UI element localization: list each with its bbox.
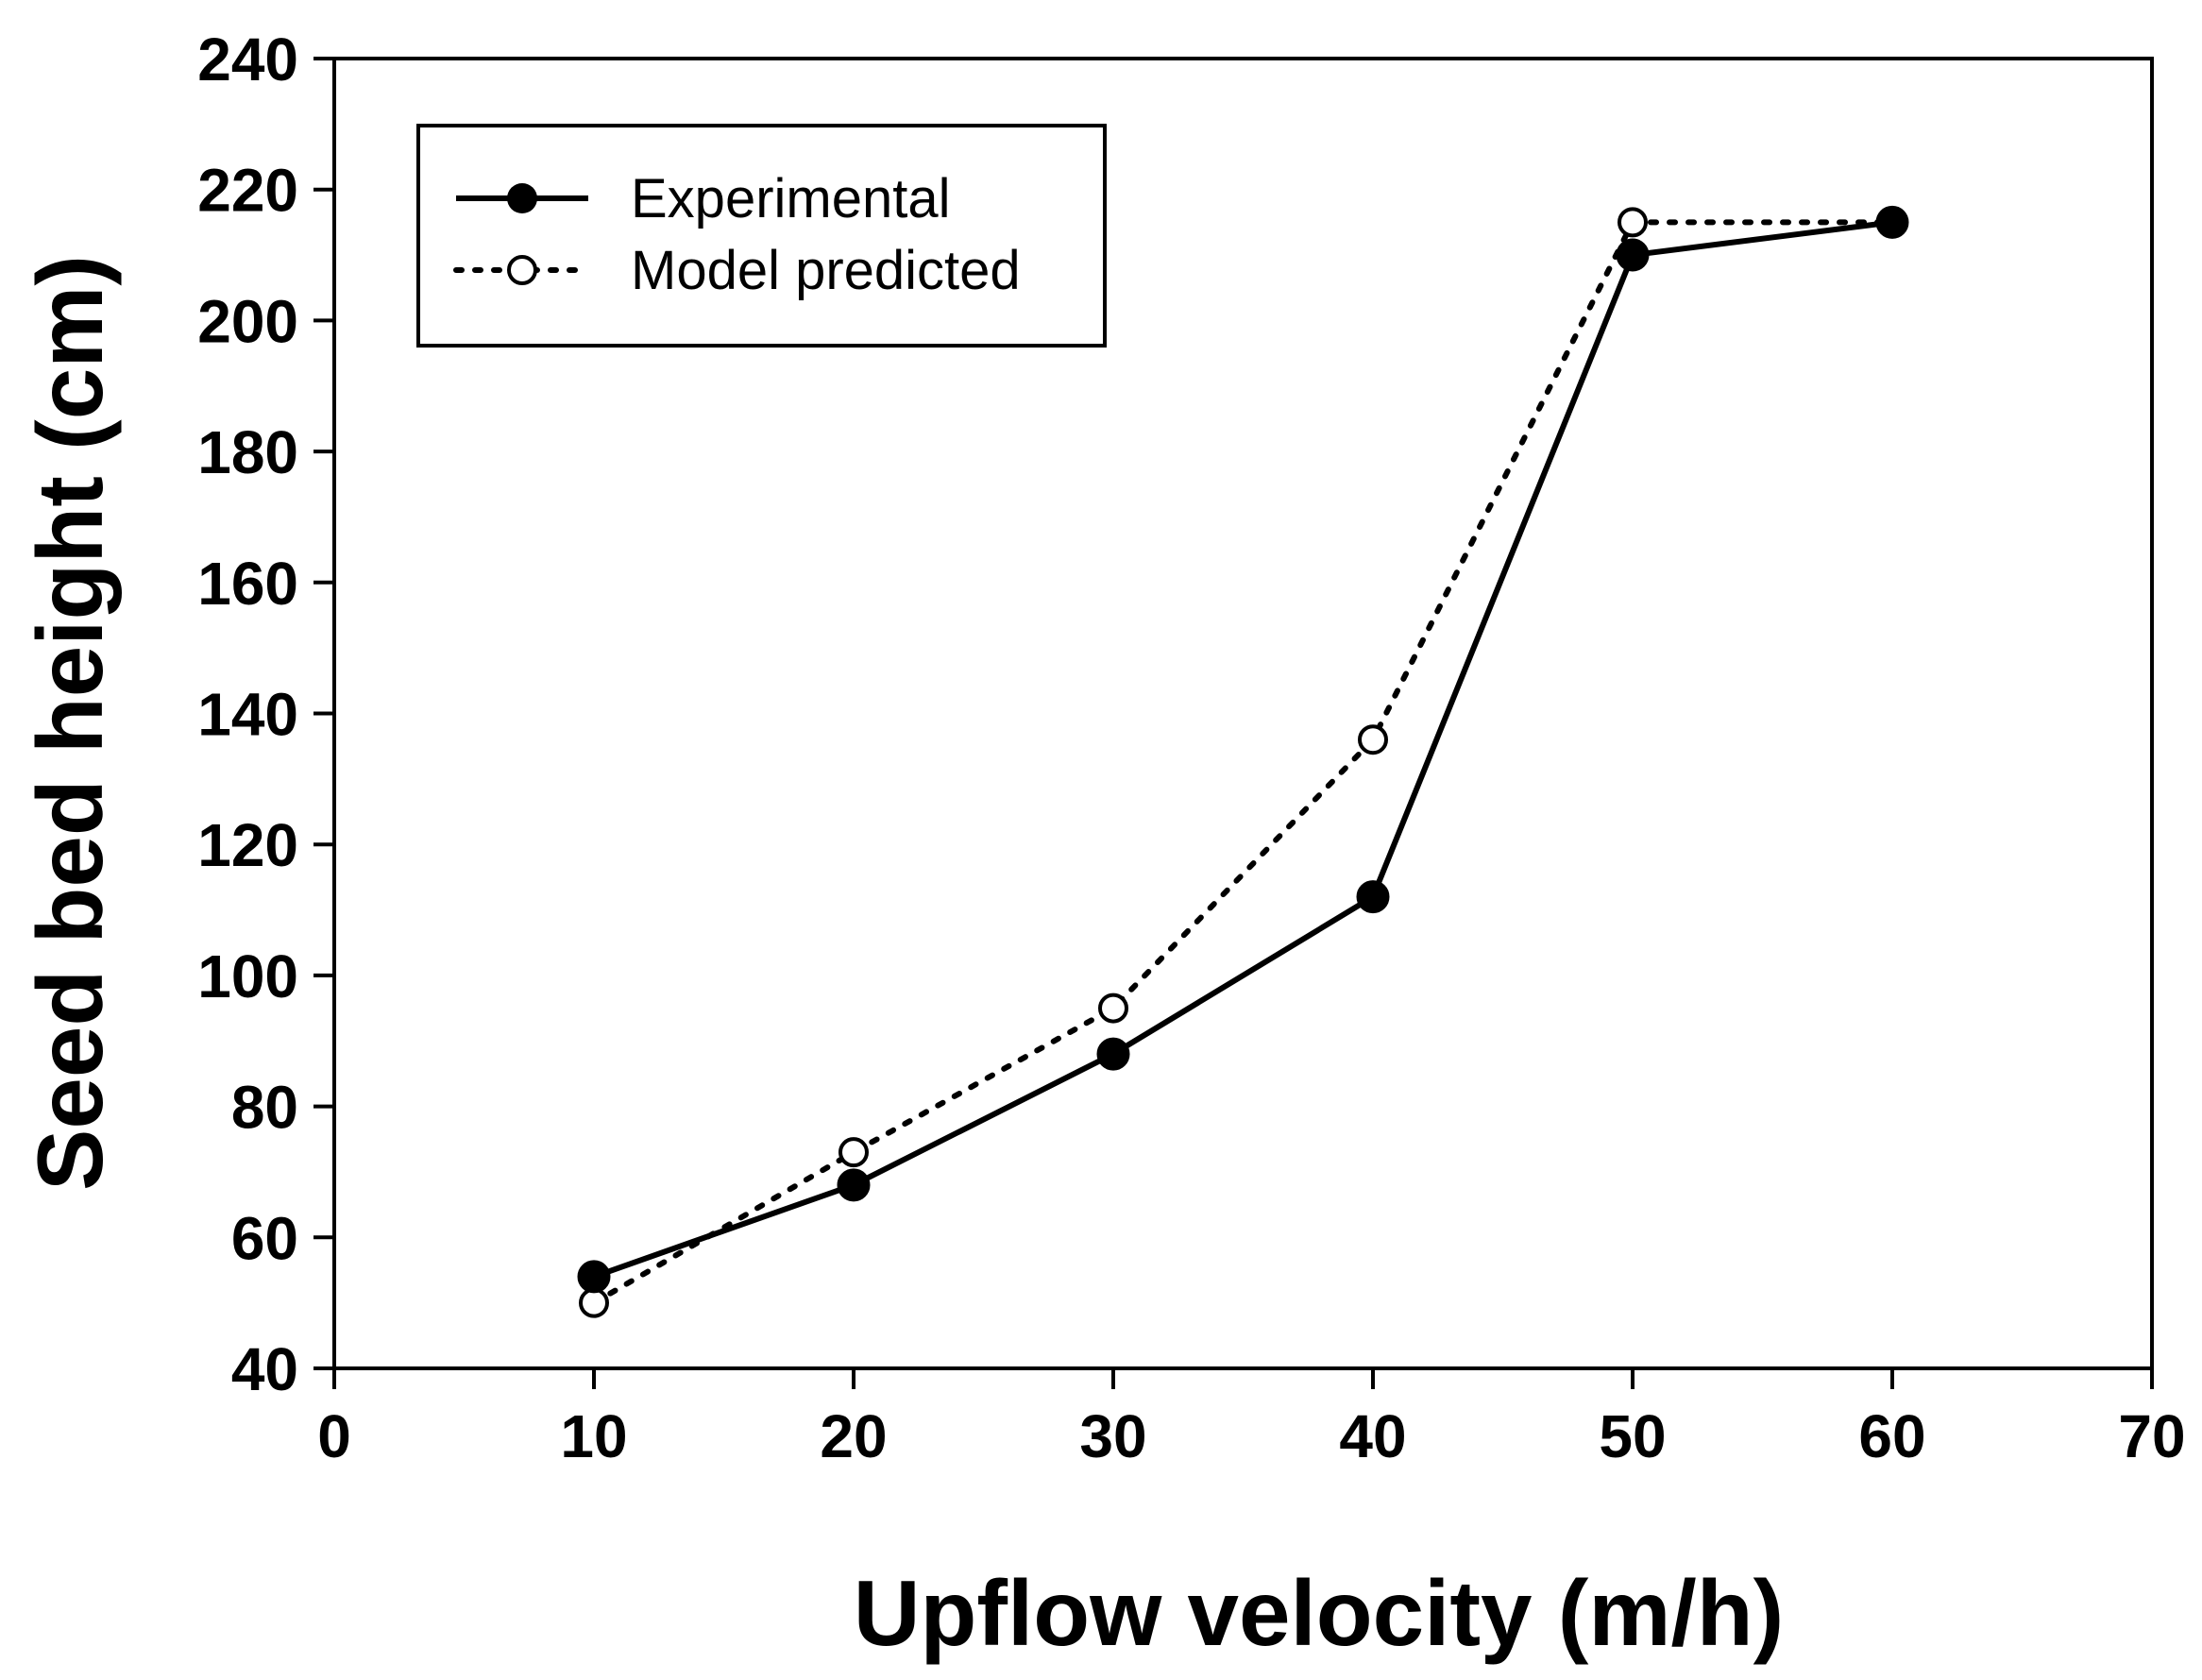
y-tick-label: 60 [231,1204,298,1272]
legend-experimental-label: Experimental [631,168,950,229]
legend-model-predicted-marker [507,255,537,285]
model-predicted-point [579,1287,609,1318]
x-axis: 0 10 20 30 40 50 60 70 [317,1368,2186,1470]
y-tick-label: 80 [231,1074,298,1142]
model-predicted-point [1618,207,1648,238]
y-axis-title: Seed bed height (cm) [18,255,122,1191]
y-tick-label: 160 [197,550,298,618]
y-tick-label: 120 [197,811,298,879]
series-experimental [577,205,1909,1294]
legend-model-predicted-label: Model predicted [631,240,1021,301]
experimental-point [1356,880,1390,914]
x-tick-label: 40 [1339,1402,1406,1470]
x-tick-label: 60 [1858,1402,1925,1470]
x-axis-title: Upflow velocity (m/h) [854,1561,1785,1665]
y-tick-label: 180 [197,418,298,486]
experimental-point [1875,205,1909,239]
legend-box [416,124,1107,348]
y-tick-label: 140 [197,681,298,749]
x-tick-label: 20 [820,1402,887,1470]
series-layer [577,205,1909,1318]
legend-experimental-marker [507,183,537,213]
y-tick-label: 200 [197,287,298,355]
x-tick-label: 30 [1079,1402,1146,1470]
model-predicted-line [591,219,1895,1306]
y-tick-label: 240 [197,25,298,93]
experimental-point [577,1260,611,1294]
x-tick-label: 70 [2118,1402,2185,1470]
x-tick-label: 50 [1599,1402,1666,1470]
experimental-point [1616,238,1650,272]
model-predicted-point [1358,724,1388,755]
experimental-point [1096,1037,1130,1071]
experimental-line [593,219,1893,1280]
model-predicted-point [838,1137,869,1168]
y-tick-label: 100 [197,942,298,1010]
legend: Experimental Model predicted [416,124,1107,348]
x-tick-label: 0 [317,1402,351,1470]
experimental-point [837,1168,871,1202]
y-tick-label: 220 [197,157,298,225]
model-predicted-point [1098,993,1128,1024]
y-axis: 40 60 80 100 120 140 160 180 200 220 240 [197,25,334,1403]
x-tick-label: 10 [560,1402,627,1470]
y-tick-label: 40 [231,1335,298,1403]
